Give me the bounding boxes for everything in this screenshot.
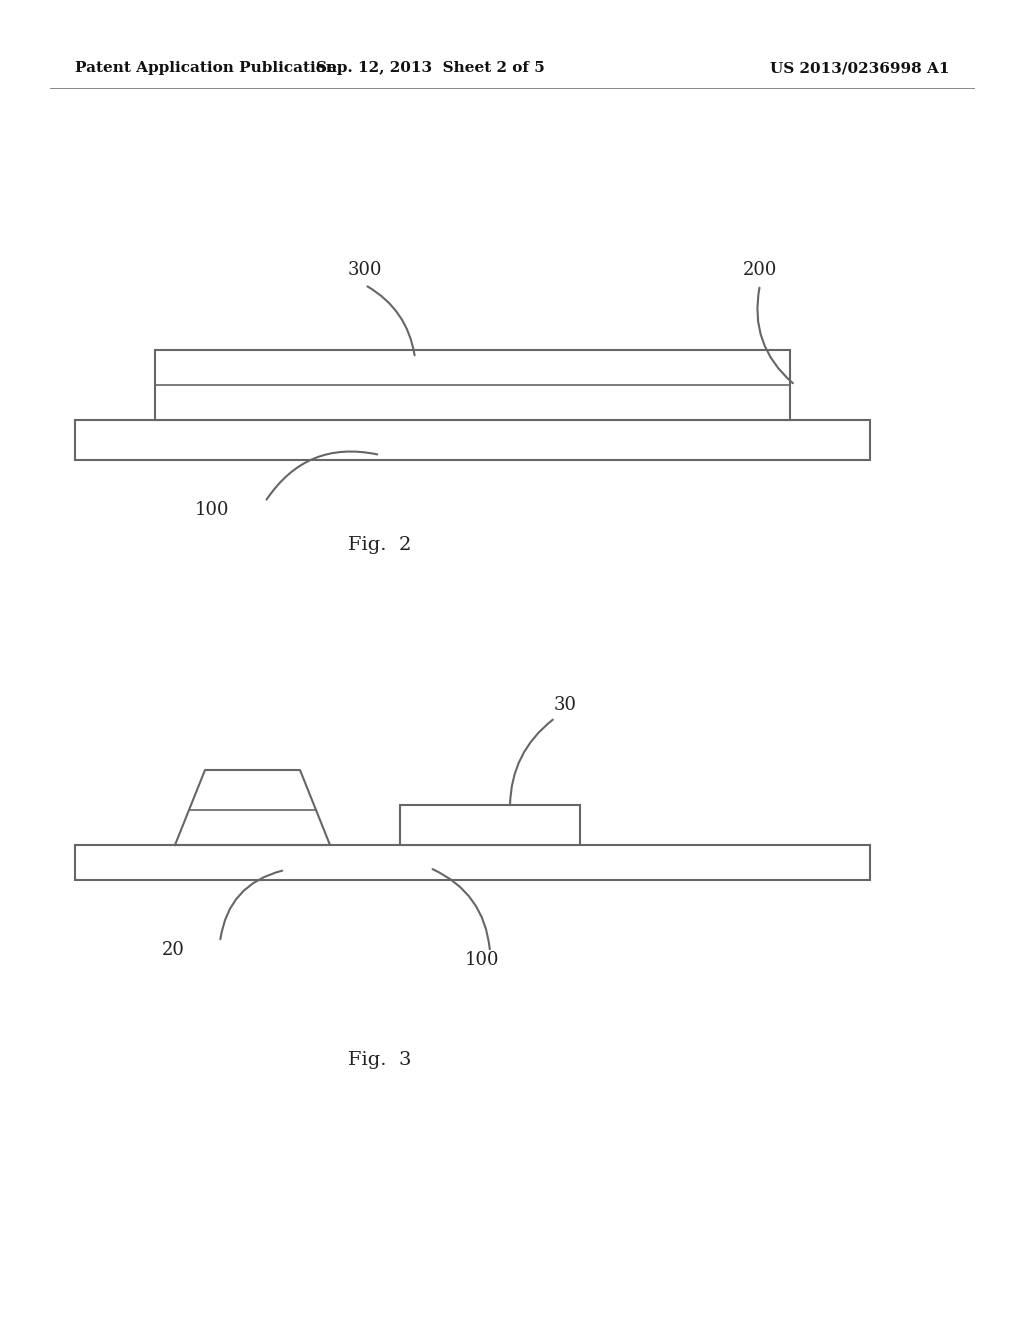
Bar bbox=[400, 805, 580, 845]
Text: 20: 20 bbox=[162, 941, 185, 960]
Text: Sep. 12, 2013  Sheet 2 of 5: Sep. 12, 2013 Sheet 2 of 5 bbox=[315, 61, 545, 75]
Text: 100: 100 bbox=[465, 950, 500, 969]
Text: 200: 200 bbox=[742, 261, 777, 279]
Text: Fig.  2: Fig. 2 bbox=[348, 536, 412, 554]
Text: Fig.  3: Fig. 3 bbox=[348, 1051, 412, 1069]
Bar bbox=[75, 845, 870, 880]
Text: 300: 300 bbox=[348, 261, 382, 279]
Bar bbox=[75, 420, 870, 459]
Text: Patent Application Publication: Patent Application Publication bbox=[75, 61, 337, 75]
Text: US 2013/0236998 A1: US 2013/0236998 A1 bbox=[770, 61, 950, 75]
Text: 30: 30 bbox=[554, 696, 577, 714]
Text: 100: 100 bbox=[195, 502, 229, 519]
Bar bbox=[155, 350, 790, 420]
